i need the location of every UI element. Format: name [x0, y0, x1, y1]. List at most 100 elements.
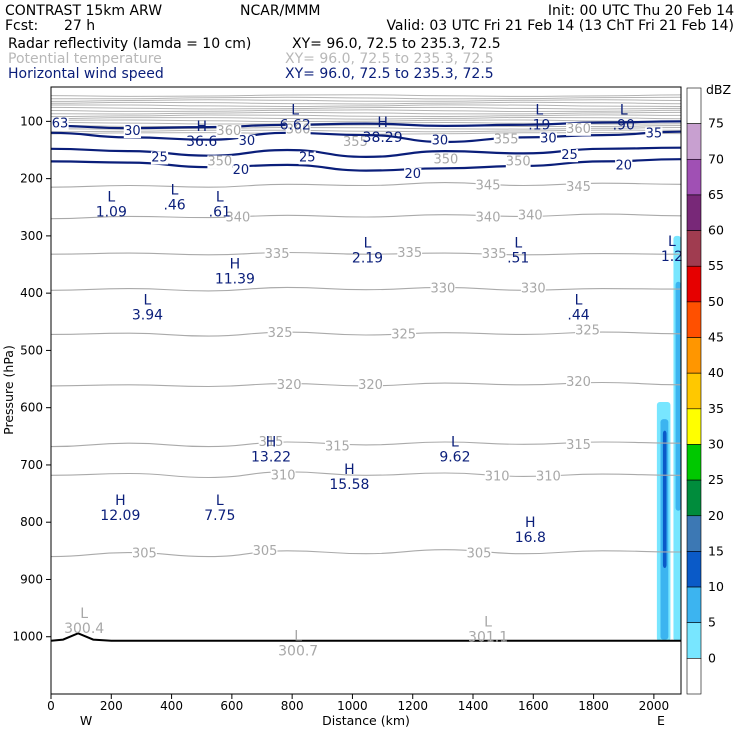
- theta-label-13: 320: [277, 378, 302, 393]
- wind-label-1: 30: [124, 124, 141, 139]
- wind-label-5-bg: [645, 127, 663, 141]
- extremum-value-22: 301.1: [468, 629, 508, 645]
- colorbar-swatch-2: [686, 158, 702, 196]
- extremum-type-12: L: [144, 293, 152, 309]
- theta-label-19-bg: [270, 469, 296, 483]
- theta-label-19: 310: [271, 468, 296, 483]
- x-tick-label-9: 1800: [578, 699, 609, 713]
- wind-label-0-bg: [51, 117, 69, 131]
- extremum-value-11: 11.39: [215, 272, 255, 288]
- y-tick-label-9: 1000: [12, 630, 43, 644]
- theta-label-1-bg: [566, 181, 591, 195]
- extremum-value-5: 1.09: [96, 205, 127, 221]
- y-tick-label-0: 100: [20, 114, 43, 128]
- stratosphere-isentrope-4: [51, 104, 681, 108]
- colorbar-swatch-4: [686, 230, 702, 267]
- wind-label-3: 30: [432, 133, 449, 148]
- colorbar-swatch-16: [686, 658, 702, 695]
- theta-label-0: 345: [476, 178, 501, 193]
- theta-contour-335: [51, 251, 681, 256]
- x-tick-label-8: 1600: [518, 699, 549, 713]
- colorbar-level-60: 60: [708, 223, 724, 238]
- y-tick-label-7: 800: [20, 515, 43, 529]
- extremum-type-13: L: [575, 293, 583, 309]
- colorbar-level-5: 5: [708, 615, 716, 630]
- wind-label-11-bg: [615, 159, 633, 173]
- extremum-value-20: 300.4: [64, 621, 104, 637]
- org-title: NCAR/MMM: [240, 3, 321, 19]
- wind-label-9: 20: [233, 163, 250, 178]
- wind-label-7: 25: [299, 150, 316, 165]
- theta-label-26-bg: [433, 153, 459, 167]
- header: CONTRAST 15km ARW NCAR/MMM Init: 00 UTC …: [5, 3, 734, 82]
- extremum-value-17: 12.09: [100, 508, 140, 524]
- theta-contour-330: [51, 286, 681, 292]
- extremum-type-11: H: [230, 257, 241, 273]
- x-tick-label-3: 600: [220, 699, 243, 713]
- colorbar-swatch-10: [686, 444, 702, 481]
- wind-label-0: 63: [52, 117, 69, 132]
- theta-label-6: 335: [397, 246, 422, 261]
- extremum-value-6: .46: [163, 198, 185, 214]
- theta-label-30-bg: [216, 125, 242, 139]
- contour-labels: 345 345 340 340 340 335 335 335 330 330 325 325 325 3…: [51, 102, 683, 660]
- theta-label-8: 330: [430, 282, 455, 297]
- stratosphere-isentrope-3: [51, 101, 681, 105]
- extremum-type-3: L: [535, 102, 543, 118]
- stratosphere-isentrope-9: [51, 116, 681, 120]
- theta-label-10-bg: [267, 327, 293, 341]
- plot-area: [51, 94, 681, 642]
- extremum-value-21: 300.7: [278, 644, 318, 660]
- theta-label-18: 315: [566, 438, 591, 453]
- extremum-value-10: 1.2: [661, 249, 683, 265]
- colorbar-level-10: 10: [708, 579, 724, 594]
- stratosphere-isentropes: [51, 94, 681, 135]
- x-tick-label-1: 200: [100, 699, 123, 713]
- x-tick-label-6: 1200: [397, 699, 428, 713]
- theta-label-31-bg: [285, 123, 311, 137]
- colorbar-level-0: 0: [708, 650, 716, 665]
- theta-label-23-bg: [252, 544, 278, 558]
- colorbar-swatch-12: [686, 515, 702, 552]
- theta-label-21-bg: [535, 470, 561, 484]
- wind-label-6-bg: [150, 151, 169, 165]
- extremum-value-18: 7.75: [204, 508, 235, 524]
- theta-label-29-bg: [493, 133, 519, 147]
- theta-label-24: 305: [467, 547, 492, 562]
- valid-time: Valid: 03 UTC Fri 21 Feb 14 (13 ChT Fri …: [386, 18, 734, 34]
- theta-label-29: 355: [494, 133, 519, 148]
- wind-label-2: 30: [239, 134, 256, 149]
- theta-label-23: 305: [253, 544, 278, 559]
- colorbar-level-65: 65: [708, 187, 724, 202]
- west-label: W: [80, 713, 92, 728]
- x-axis-title: Distance (km): [322, 713, 410, 728]
- extremum-type-0: L: [291, 102, 299, 118]
- extremum-value-3: .19: [528, 117, 550, 133]
- theta-label-17-bg: [324, 440, 350, 454]
- y-tick-label-5: 600: [20, 401, 43, 415]
- extremum-value-16: 15.58: [329, 477, 369, 493]
- extremum-type-19: H: [525, 515, 536, 531]
- wind-label-7-bg: [298, 151, 316, 165]
- y-axis-title: Pressure (hPa): [1, 345, 16, 435]
- field-wind-xy: XY= 96.0, 72.5 to 235.3, 72.5: [285, 66, 494, 82]
- colorbar-swatch-6: [686, 301, 702, 338]
- colorbar-unit: dBZ: [706, 82, 731, 97]
- extremum-value-2: 38.29: [363, 130, 403, 146]
- theta-label-25: 350: [207, 154, 232, 169]
- extremum-type-16: H: [344, 462, 355, 478]
- field-theta-xy: XY= 96.0, 72.5 to 235.3, 72.5: [285, 51, 494, 67]
- colorbar-level-70: 70: [708, 151, 724, 166]
- y-axis: 100 200 300 400 500 600 700 800 900 1000: [12, 114, 51, 644]
- theta-label-13-bg: [276, 378, 302, 392]
- theta-label-27: 350: [506, 154, 531, 169]
- stratosphere-isentrope-5: [51, 106, 681, 110]
- stratosphere-isentrope-1: [51, 96, 681, 100]
- stratosphere-isentrope-2: [51, 99, 681, 102]
- extremum-type-7: L: [216, 190, 224, 206]
- east-label: E: [657, 713, 665, 728]
- colorbar-swatch-14: [686, 586, 702, 624]
- y-tick-label-6: 700: [20, 458, 43, 472]
